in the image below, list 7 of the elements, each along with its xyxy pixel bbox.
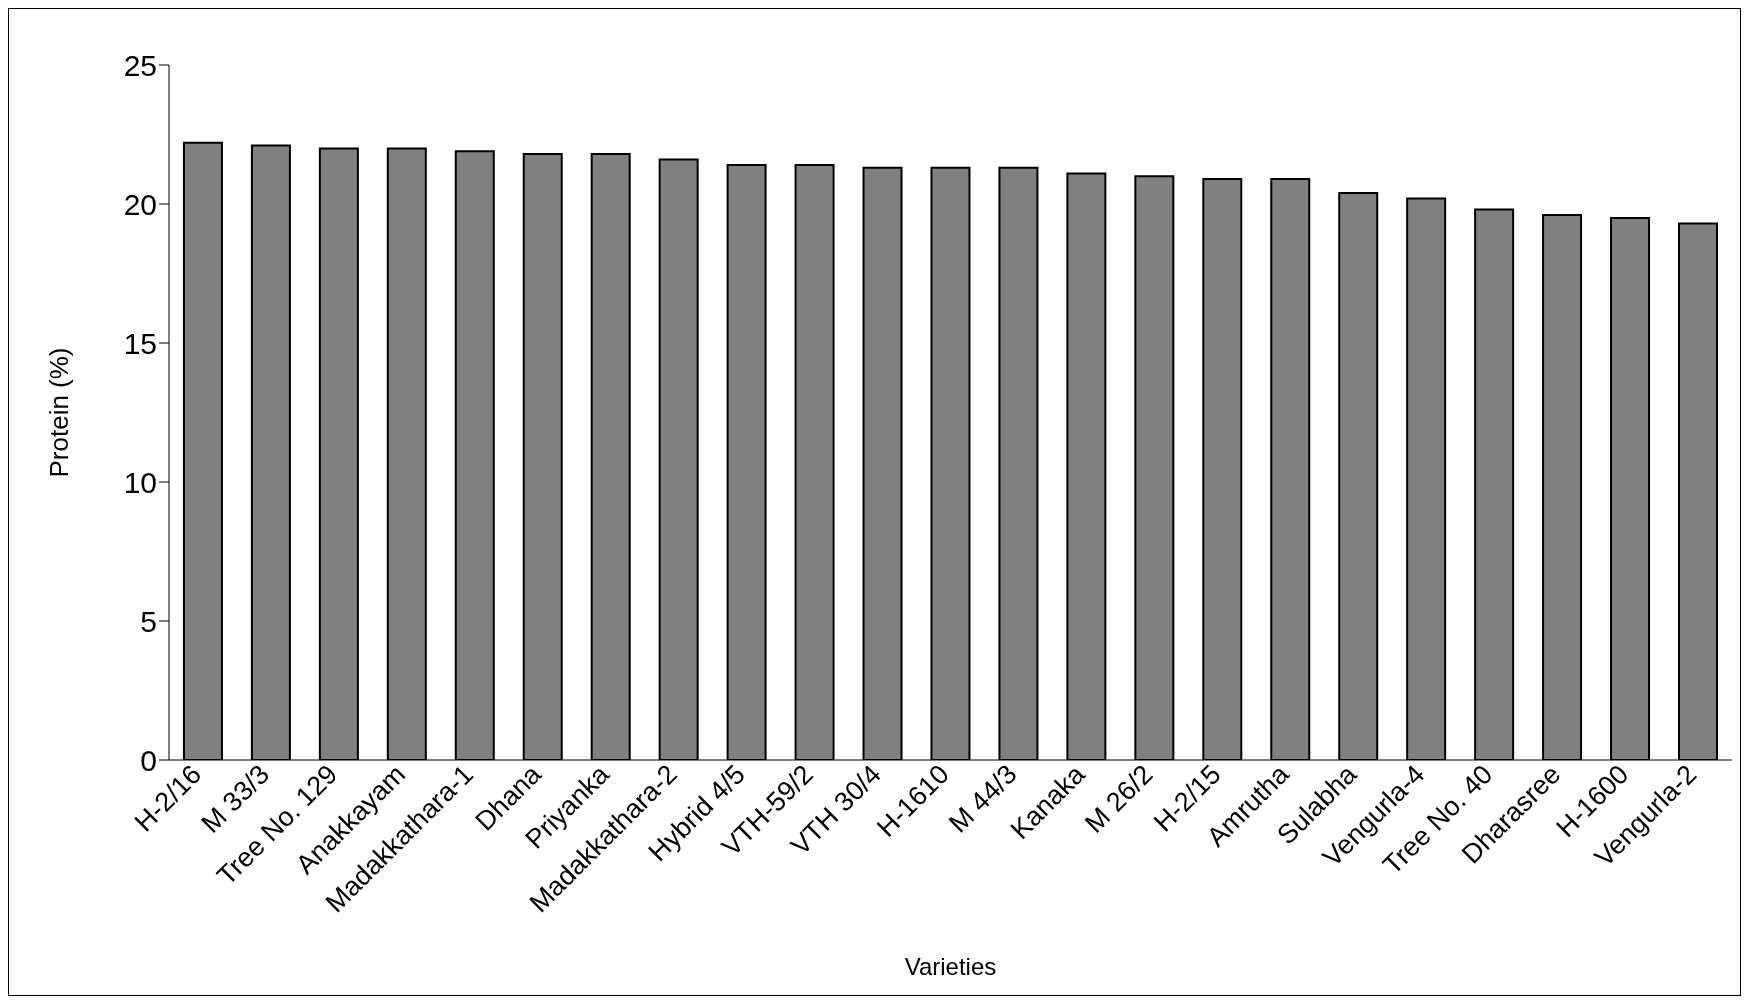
y-tick-label: 20 [123, 187, 157, 221]
y-tick-label: 25 [123, 48, 157, 82]
y-tick-label: 10 [123, 465, 157, 499]
y-tick-label: 5 [140, 604, 157, 638]
y-axis-title: Protein (%) [44, 347, 75, 478]
y-tick-label: 15 [123, 326, 157, 360]
x-axis-title: Varieties [904, 953, 997, 980]
